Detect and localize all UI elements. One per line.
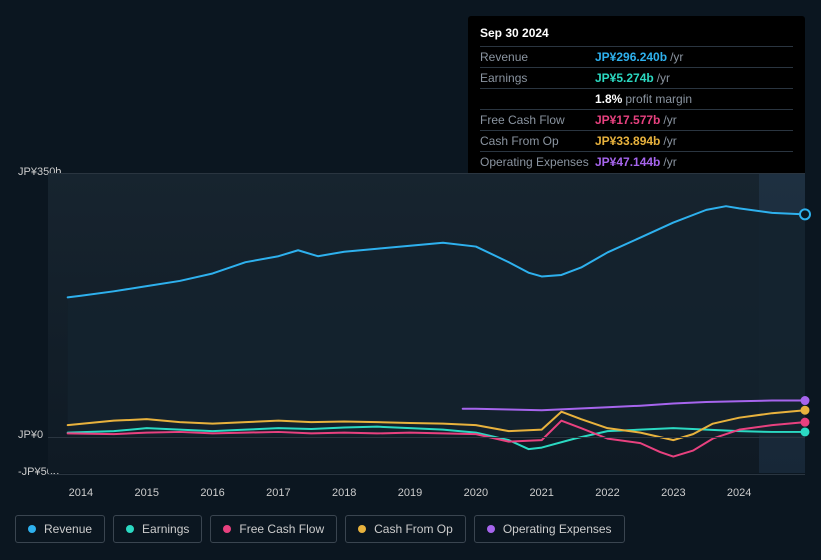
tooltip-label: Revenue [480,50,595,64]
financials-chart: JP¥350bJP¥0-JP¥50b [15,160,805,480]
tooltip-row: Cash From OpJP¥33.894b/yr [480,131,793,152]
legend: Revenue Earnings Free Cash Flow Cash From O… [15,515,625,543]
legend-label: Operating Expenses [503,522,612,536]
series-area [68,206,805,435]
series-endpoint [801,406,809,414]
tooltip-label: Earnings [480,71,595,85]
tooltip-value: JP¥296.240b [595,50,667,64]
tooltip-box: Sep 30 2024 RevenueJP¥296.240b/yrEarning… [468,16,805,178]
legend-label: Revenue [44,522,92,536]
legend-label: Free Cash Flow [239,522,324,536]
x-axis-tick-label: 2023 [653,487,693,499]
tooltip-suffix: /yr [670,50,683,64]
legend-dot-icon [28,525,36,533]
legend-item[interactable]: Earnings [113,515,202,543]
tooltip-suffix: profit margin [625,92,692,106]
legend-dot-icon [487,525,495,533]
tooltip-value: JP¥17.577b [595,113,660,127]
tooltip-value: JP¥33.894b [595,134,660,148]
y-axis-tick-label: JP¥0 [18,429,43,441]
x-axis-tick-label: 2018 [324,487,364,499]
tooltip-date: Sep 30 2024 [480,24,793,47]
x-axis-tick-label: 2024 [719,487,759,499]
tooltip-suffix: /yr [663,113,676,127]
legend-label: Cash From Op [374,522,453,536]
legend-dot-icon [358,525,366,533]
tooltip-row: RevenueJP¥296.240b/yr [480,47,793,68]
legend-dot-icon [126,525,134,533]
tooltip-rows: RevenueJP¥296.240b/yrEarningsJP¥5.274b/y… [480,47,793,172]
tooltip-row: EarningsJP¥5.274b/yr [480,68,793,89]
x-axis-tick-label: 2014 [61,487,101,499]
series-endpoint [801,418,809,426]
legend-item[interactable]: Operating Expenses [474,515,625,543]
bottom-gridline [48,474,805,475]
legend-label: Earnings [142,522,189,536]
tooltip-suffix: /yr [657,71,670,85]
tooltip-value: JP¥5.274b [595,71,654,85]
legend-dot-icon [223,525,231,533]
tooltip-label: Free Cash Flow [480,113,595,127]
legend-item[interactable]: Revenue [15,515,105,543]
tooltip-value: 1.8% [595,92,622,106]
x-axis-tick-label: 2021 [522,487,562,499]
series-endpoint [800,209,810,219]
legend-item[interactable]: Free Cash Flow [210,515,337,543]
tooltip-label: Cash From Op [480,134,595,148]
tooltip-row: Free Cash FlowJP¥17.577b/yr [480,110,793,131]
series-line [68,427,805,449]
chart-lines [48,174,805,473]
x-axis-tick-label: 2016 [193,487,233,499]
plot-area[interactable] [48,173,805,473]
x-axis-tick-label: 2017 [258,487,298,499]
tooltip-row: 1.8%profit margin [480,89,793,110]
series-endpoint [801,397,809,405]
tooltip-suffix: /yr [663,134,676,148]
x-axis-tick-label: 2022 [588,487,628,499]
x-axis-tick-label: 2020 [456,487,496,499]
x-axis-tick-label: 2019 [390,487,430,499]
series-endpoint [801,428,809,436]
x-axis-tick-label: 2015 [127,487,167,499]
zero-gridline [48,437,805,438]
legend-item[interactable]: Cash From Op [345,515,466,543]
